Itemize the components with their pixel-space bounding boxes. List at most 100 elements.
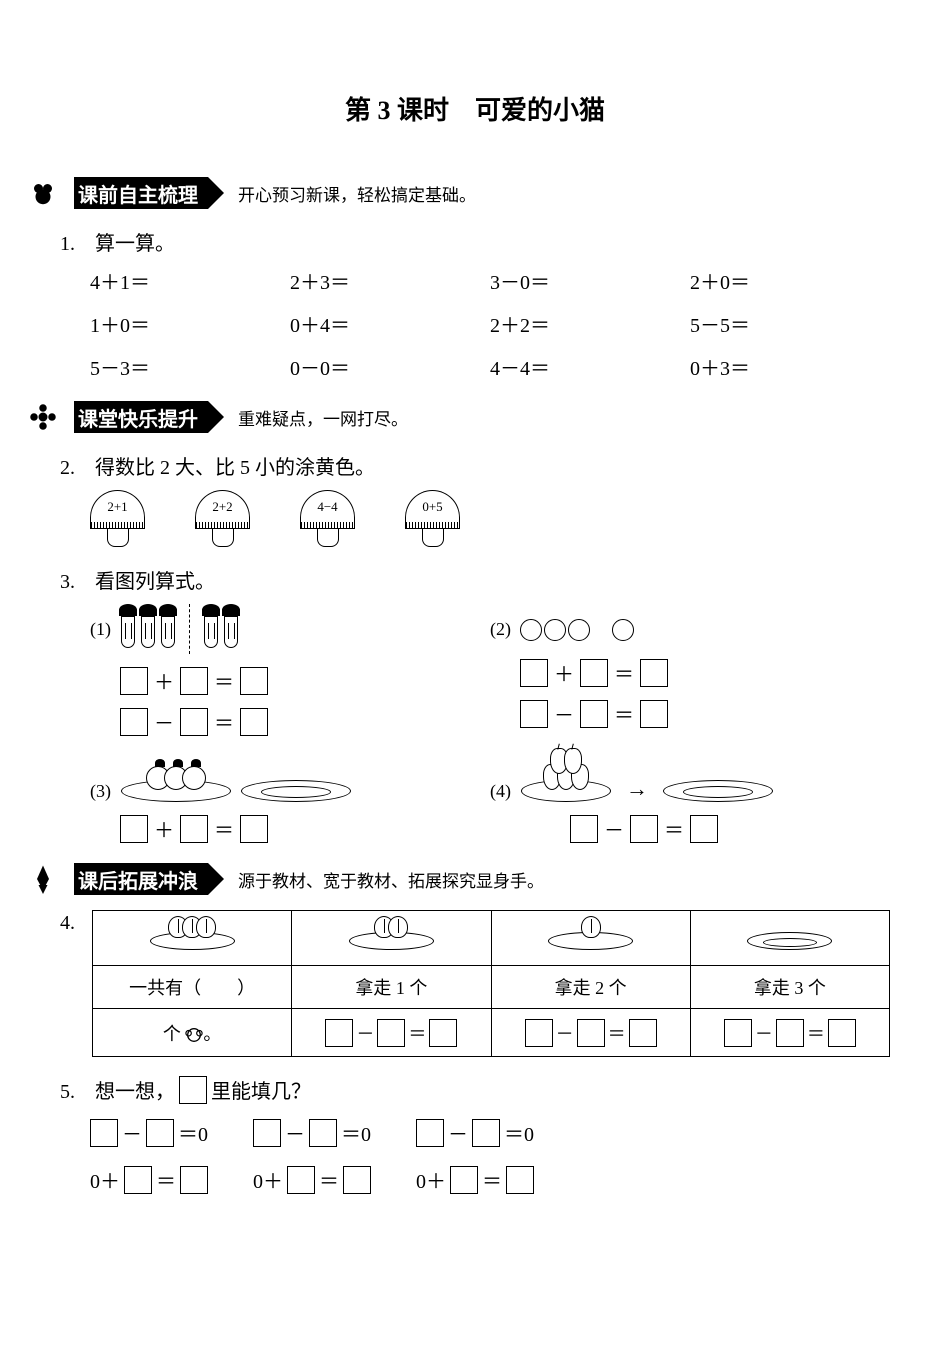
blank-box[interactable]	[580, 659, 608, 687]
blank-box[interactable]	[240, 708, 268, 736]
empty-plate	[241, 772, 351, 802]
blank-box[interactable]	[640, 700, 668, 728]
q1-item: 0＋4＝	[290, 309, 490, 338]
blank-box[interactable]	[120, 667, 148, 695]
blank-box[interactable]	[180, 667, 208, 695]
blank-box[interactable]	[577, 1019, 605, 1047]
q2-mushrooms: 2+1 2+2 4−4 0+5	[60, 490, 890, 547]
q2-prompt: 2. 得数比 2 大、比 5 小的涂黄色。	[60, 451, 890, 480]
blank-box[interactable]	[180, 815, 208, 843]
q4-wrap: 4. 一共有（ ） 拿走 1 个 拿走 2 个 拿走 3 个 个 。 －＝ －＝…	[60, 910, 890, 1057]
equation-sub: －＝	[490, 814, 890, 843]
blank-box[interactable]	[180, 708, 208, 736]
blank-box[interactable]	[520, 659, 548, 687]
carrot-group	[119, 604, 177, 649]
blank-box[interactable]	[506, 1166, 534, 1194]
blank-box[interactable]	[180, 1166, 208, 1194]
circle-icon	[612, 619, 634, 641]
circle-icon	[520, 619, 542, 641]
equation-sub: －＝	[490, 699, 890, 728]
section-2-header: 课堂快乐提升 重难疑点，一网打尽。	[60, 401, 890, 433]
op-eq: ＝	[608, 1020, 626, 1046]
blank-box[interactable]	[120, 815, 148, 843]
mushroom-icon: 4−4	[300, 490, 355, 547]
mushroom-icon: 0+5	[405, 490, 460, 547]
bee-icon	[28, 178, 58, 208]
table-cell-plate3	[93, 911, 292, 966]
blank-box[interactable]	[416, 1119, 444, 1147]
q3-grid: (1) ＋＝ －＝ (2) ＋＝ －＝	[60, 604, 890, 843]
table-cell-take3: 拿走 3 个	[690, 966, 889, 1009]
cell-text: 个	[163, 1024, 181, 1044]
zero-plus: 0＋	[253, 1165, 283, 1194]
q5-group: －＝0	[416, 1118, 534, 1147]
blank-box[interactable]	[429, 1019, 457, 1047]
section-1-header: 课前自主梳理 开心预习新课，轻松搞定基础。	[60, 177, 890, 209]
q5-text-1: 5. 想一想，	[60, 1075, 175, 1104]
q1-item: 5－3＝	[90, 352, 290, 381]
q5-text-2: 里能填几？	[211, 1075, 311, 1104]
op-plus: ＋	[154, 666, 174, 695]
section-2-banner: 课堂快乐提升	[74, 401, 208, 433]
table-cell-take1: 拿走 1 个	[292, 966, 491, 1009]
blank-box[interactable]	[580, 700, 608, 728]
op-eq: ＝	[408, 1020, 426, 1046]
blank-box[interactable]	[724, 1019, 752, 1047]
blank-box[interactable]	[325, 1019, 353, 1047]
circle-group	[519, 619, 635, 646]
q5-group: 0＋＝	[416, 1165, 534, 1194]
monkey-icon	[185, 1026, 203, 1044]
blank-box[interactable]	[309, 1119, 337, 1147]
op-eq: ＝	[156, 1165, 176, 1194]
blank-box[interactable]	[287, 1166, 315, 1194]
op-minus: －	[448, 1118, 468, 1147]
q3-sub3: (3)	[90, 781, 111, 802]
blank-box[interactable]	[240, 815, 268, 843]
blank-box[interactable]	[520, 700, 548, 728]
blank-box[interactable]	[640, 659, 668, 687]
flower-icon	[28, 402, 58, 432]
equation-add: ＋＝	[90, 666, 490, 695]
blank-box[interactable]	[377, 1019, 405, 1047]
circle-icon	[544, 619, 566, 641]
blank-box[interactable]	[450, 1166, 478, 1194]
blank-box[interactable]	[253, 1119, 281, 1147]
section-3-header: 课后拓展冲浪 源于教材、宽于教材、拓展探究显身手。	[60, 863, 890, 895]
peach-icon	[581, 916, 601, 938]
blank-box[interactable]	[124, 1166, 152, 1194]
plate-with-apples	[121, 772, 231, 802]
blank-box[interactable]	[90, 1119, 118, 1147]
section-1-sub: 开心预习新课，轻松搞定基础。	[238, 181, 476, 206]
zero-plus: 0＋	[90, 1165, 120, 1194]
section-3-banner: 课后拓展冲浪	[74, 863, 208, 895]
blank-box[interactable]	[525, 1019, 553, 1047]
section-1-banner: 课前自主梳理	[74, 177, 208, 209]
q1-item: 4＋1＝	[90, 266, 290, 295]
q1-item: 4－4＝	[490, 352, 690, 381]
q3-item-3: (3) ＋＝	[90, 766, 490, 843]
op-eq: ＝	[664, 814, 684, 843]
blank-box[interactable]	[343, 1166, 371, 1194]
q3-sub4: (4)	[490, 781, 511, 802]
q1-item: 3－0＝	[490, 266, 690, 295]
q5-prompt: 5. 想一想， 里能填几？	[60, 1075, 890, 1104]
blank-box[interactable]	[629, 1019, 657, 1047]
blank-box[interactable]	[690, 815, 718, 843]
q5-group: －＝0	[90, 1118, 208, 1147]
op-eq: ＝	[214, 814, 234, 843]
blank-box[interactable]	[630, 815, 658, 843]
blank-box[interactable]	[120, 708, 148, 736]
blank-box[interactable]	[776, 1019, 804, 1047]
op-eq: ＝	[807, 1020, 825, 1046]
mushroom-label: 2+2	[195, 490, 250, 522]
blank-box[interactable]	[828, 1019, 856, 1047]
carrot-icon	[159, 604, 177, 649]
blank-box[interactable]	[146, 1119, 174, 1147]
blank-box[interactable]	[472, 1119, 500, 1147]
op-minus: －	[285, 1118, 305, 1147]
page-title: 第 3 课时 可爱的小猫	[60, 90, 890, 127]
blank-box[interactable]	[570, 815, 598, 843]
dash-separator	[189, 604, 190, 654]
op-minus: －	[122, 1118, 142, 1147]
blank-box[interactable]	[240, 667, 268, 695]
